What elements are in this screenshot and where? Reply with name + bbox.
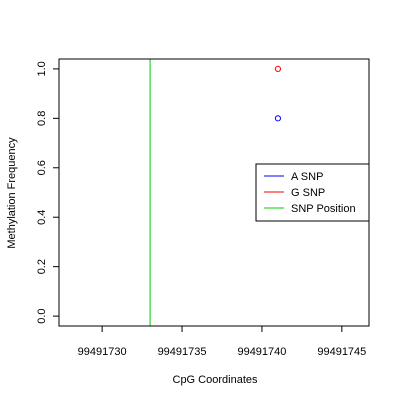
y-tick-label: 0.8 bbox=[36, 111, 48, 126]
g-snp-point bbox=[274, 65, 282, 72]
axes: 99491730 99491735 99491740 99491745 0.0 0.2 0.… bbox=[36, 58, 370, 358]
x-tick-label: 99491735 bbox=[158, 346, 207, 358]
legend: A SNP G SNP SNP Position bbox=[255, 163, 370, 222]
legend-box bbox=[255, 163, 370, 222]
x-axis-title: CpG Coordinates bbox=[173, 374, 258, 386]
x-tick-label: 99491730 bbox=[78, 346, 127, 358]
legend-label-snp-position: SNP Position bbox=[291, 203, 356, 215]
y-tick-label: 0.2 bbox=[36, 259, 48, 274]
x-tick-label: 99491745 bbox=[317, 346, 366, 358]
x-tick-label: 99491740 bbox=[237, 346, 286, 358]
y-tick-label: 1.0 bbox=[36, 61, 48, 76]
legend-label-g-snp: G SNP bbox=[291, 187, 325, 199]
y-axis-title: Methylation Frequency bbox=[6, 137, 18, 249]
y-tick-label: 0.6 bbox=[36, 160, 48, 175]
a-snp-point bbox=[274, 115, 282, 122]
y-tick-label: 0.4 bbox=[36, 210, 48, 225]
plot-area bbox=[149, 59, 282, 326]
legend-label-a-snp: A SNP bbox=[291, 171, 323, 183]
y-tick-label: 0.0 bbox=[36, 308, 48, 323]
